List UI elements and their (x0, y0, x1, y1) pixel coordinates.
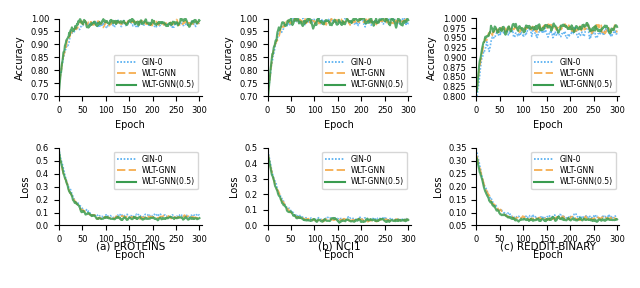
X-axis label: Epoch: Epoch (115, 250, 145, 260)
Y-axis label: Accuracy: Accuracy (224, 35, 234, 80)
Legend: GIN-0, WLT-GNN, WLT-GNN(0.5): GIN-0, WLT-GNN, WLT-GNN(0.5) (531, 55, 616, 92)
Y-axis label: Accuracy: Accuracy (428, 35, 437, 80)
Y-axis label: Loss: Loss (20, 176, 30, 197)
Title: (b) NCI1: (b) NCI1 (318, 242, 360, 252)
Legend: GIN-0, WLT-GNN, WLT-GNN(0.5): GIN-0, WLT-GNN, WLT-GNN(0.5) (323, 152, 407, 189)
X-axis label: Epoch: Epoch (533, 250, 563, 260)
Y-axis label: Accuracy: Accuracy (15, 35, 25, 80)
Legend: GIN-0, WLT-GNN, WLT-GNN(0.5): GIN-0, WLT-GNN, WLT-GNN(0.5) (323, 55, 407, 92)
X-axis label: Epoch: Epoch (115, 120, 145, 130)
X-axis label: Epoch: Epoch (533, 120, 563, 130)
Title: (c) REDDIT-BINARY: (c) REDDIT-BINARY (500, 242, 596, 252)
X-axis label: Epoch: Epoch (324, 120, 354, 130)
X-axis label: Epoch: Epoch (324, 250, 354, 260)
Y-axis label: Loss: Loss (433, 176, 443, 197)
Y-axis label: Loss: Loss (229, 176, 239, 197)
Title: (a) PROTEINS: (a) PROTEINS (95, 242, 165, 252)
Legend: GIN-0, WLT-GNN, WLT-GNN(0.5): GIN-0, WLT-GNN, WLT-GNN(0.5) (531, 152, 616, 189)
Legend: GIN-0, WLT-GNN, WLT-GNN(0.5): GIN-0, WLT-GNN, WLT-GNN(0.5) (113, 55, 198, 92)
Legend: GIN-0, WLT-GNN, WLT-GNN(0.5): GIN-0, WLT-GNN, WLT-GNN(0.5) (113, 152, 198, 189)
